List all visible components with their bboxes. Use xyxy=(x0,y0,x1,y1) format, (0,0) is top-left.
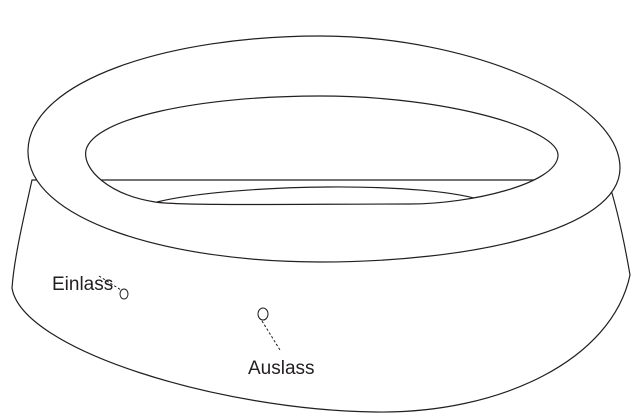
outlet-leader-line xyxy=(261,320,281,351)
outlet-label: Auslass xyxy=(248,358,315,379)
pool-floor-edge xyxy=(156,186,488,203)
outlet-port xyxy=(257,307,269,321)
inflatable-ring xyxy=(27,35,621,263)
inlet-label: Einlass xyxy=(52,274,113,295)
inlet-port xyxy=(119,288,129,300)
